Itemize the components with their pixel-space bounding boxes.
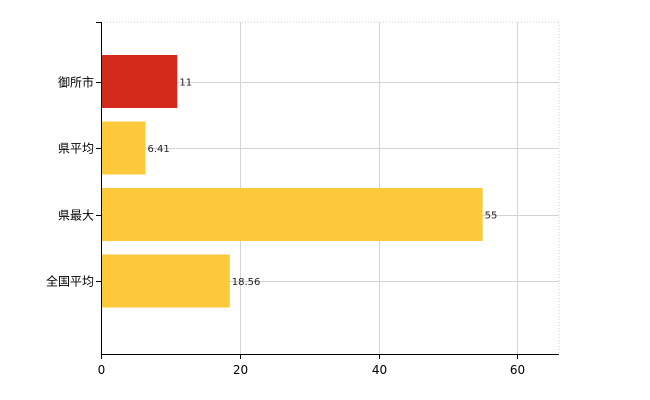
data-label: 6.41 <box>147 144 169 155</box>
bars <box>101 55 483 308</box>
data-label: 55 <box>485 211 498 222</box>
bar <box>101 188 483 241</box>
bar <box>101 121 146 175</box>
y-tick-label: 県最大 <box>58 209 94 223</box>
x-tick-label: 60 <box>510 363 525 377</box>
bar <box>101 254 230 308</box>
x-tick-label: 20 <box>233 363 248 377</box>
data-label: 18.56 <box>232 277 261 288</box>
bar <box>101 55 178 108</box>
y-tick-label: 県平均 <box>58 142 94 156</box>
x-tick-label: 0 <box>98 363 106 377</box>
axes <box>96 22 559 359</box>
y-tick-label: 全国平均 <box>46 274 94 289</box>
data-label: 11 <box>179 78 192 89</box>
x-tick-label: 40 <box>372 363 387 377</box>
y-tick-label: 御所市 <box>58 75 94 90</box>
